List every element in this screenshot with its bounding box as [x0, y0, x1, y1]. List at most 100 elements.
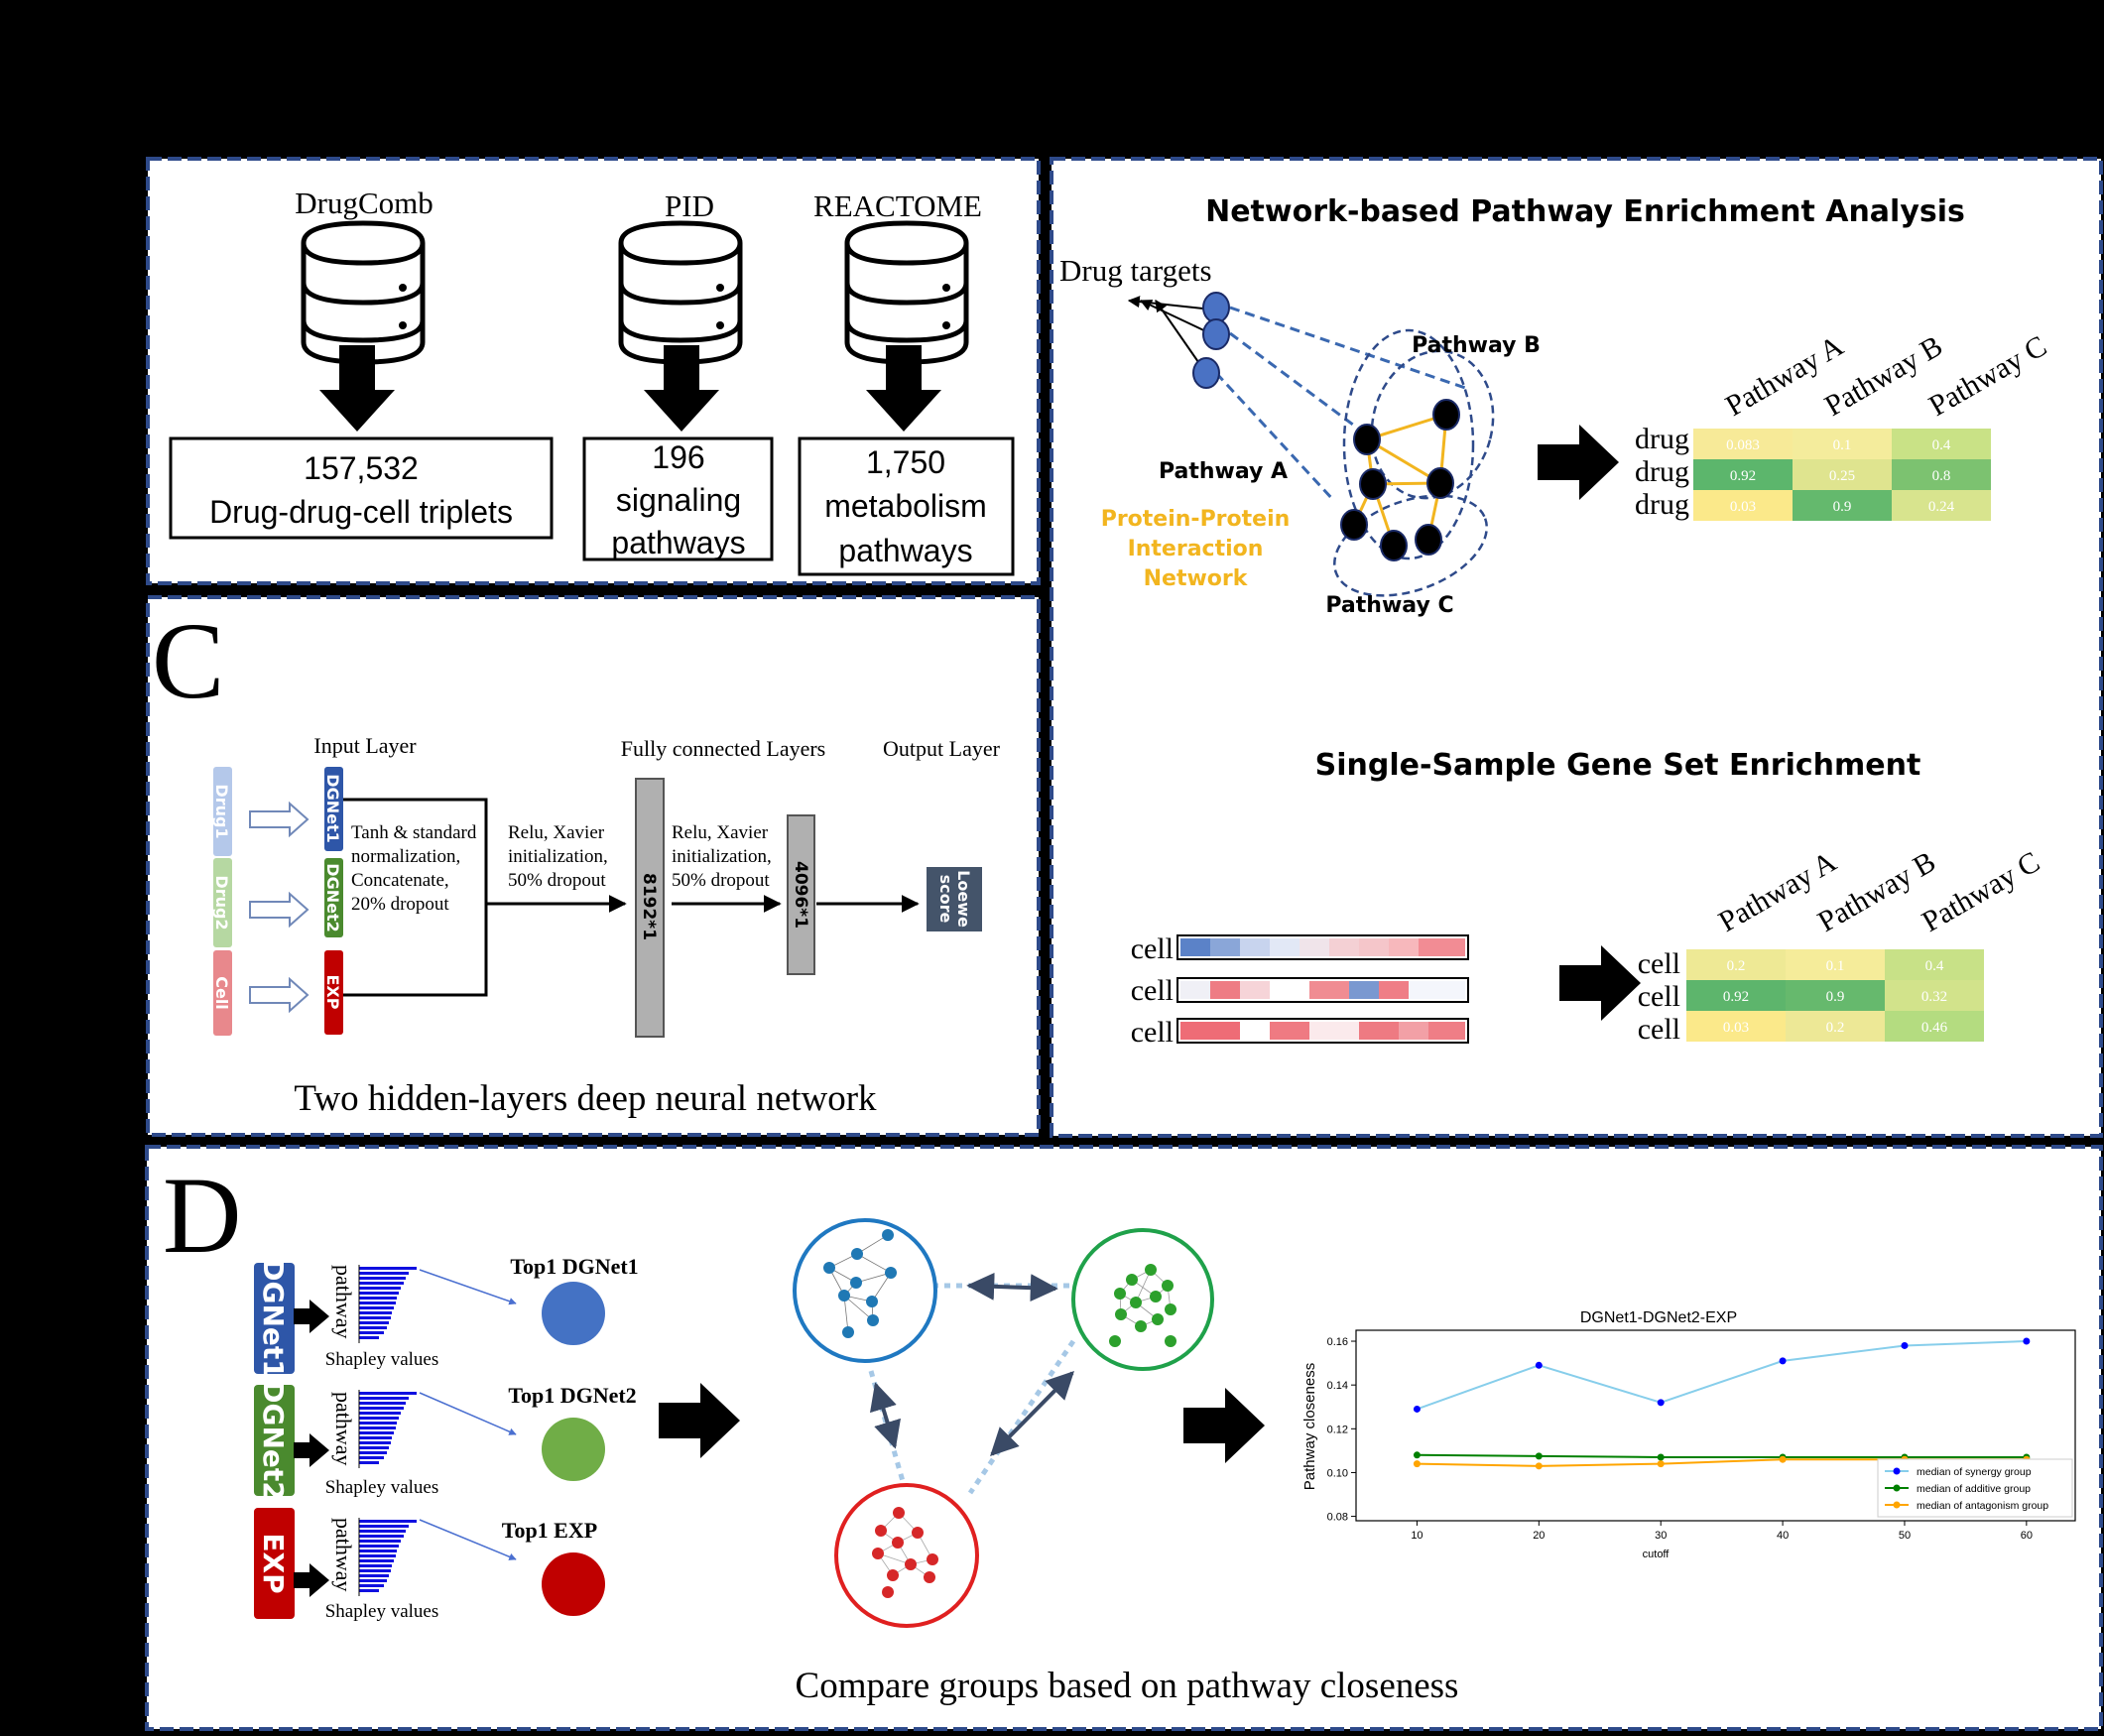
cell-table-cell [1885, 1011, 1984, 1042]
cell-table-value: 0.03 [1723, 1020, 1749, 1036]
drug-table-cell [1892, 429, 1991, 459]
output-node [927, 867, 982, 931]
exp-feature-label: EXP [323, 975, 342, 1010]
drug-table-cell [1892, 490, 1991, 521]
step1-text: Tanh & standard normalization, Concatena… [351, 822, 477, 915]
pid-count-box [582, 436, 774, 561]
svg-text:50% dropout: 50% dropout [672, 870, 770, 891]
drug-table-cell [1693, 459, 1793, 490]
data-point [1535, 1452, 1543, 1460]
drug-targets-label: Drug targets [1059, 253, 1212, 288]
legend-label: median of synergy group [1917, 1466, 2032, 1478]
panel-c-letter: C [152, 600, 224, 721]
y-tick-label: 0.12 [1327, 1424, 1348, 1435]
drug2-input-label: Drug2 [212, 875, 231, 930]
synergy-network-circle [793, 1218, 937, 1363]
cell-table-row-label: cell [1638, 1013, 1680, 1046]
drug-table-value: 0.9 [1833, 499, 1852, 515]
data-point [1535, 1361, 1543, 1369]
cell-table-value: 0.92 [1723, 989, 1749, 1005]
x-tick-label: 10 [1411, 1530, 1423, 1542]
reactome-desc-line1: metabolism [824, 488, 987, 524]
pid-count: 196 [652, 439, 704, 475]
step2-text: Relu, Xavier initialization, 50% dropout [508, 822, 608, 891]
data-point [1779, 1455, 1787, 1463]
y-tick-label: 0.10 [1327, 1467, 1348, 1479]
cell-table-cell [1786, 949, 1885, 980]
data-point [2023, 1337, 2031, 1345]
legend-marker [1893, 1484, 1901, 1492]
reactome-count: 1,750 [866, 444, 945, 480]
dgnet1-arrow [294, 1300, 329, 1333]
input-blocks: Drug1 Drug2 Cell [212, 767, 232, 1036]
dgnet1-x-label: Shapley values [325, 1349, 439, 1370]
svg-text:initialization,: initialization, [672, 846, 772, 867]
chart-points [1413, 1337, 2031, 1470]
dgnet1-label: DGNet1 [257, 1258, 290, 1379]
data-point [1901, 1341, 1909, 1349]
svg-text:initialization,: initialization, [508, 846, 608, 867]
hidden-layer-1-label: 8192*1 [639, 873, 659, 940]
hidden-layer-1 [635, 778, 665, 1038]
output-layer-label: Output Layer [883, 736, 1001, 761]
panel-a: DrugComb PID REACTOME 157,532 Drug-drug-… [146, 157, 1041, 585]
drugcomb-label: DrugComb [295, 186, 433, 220]
ppi-label-line1: Protein-Protein [1101, 507, 1291, 532]
drug-table-cell [1793, 459, 1892, 490]
pathway-b-ellipse [1370, 349, 1495, 500]
x-tick-label: 50 [1899, 1530, 1911, 1542]
reactome-label: REACTOME [813, 188, 982, 223]
dgnet2-x-label: Shapley values [325, 1477, 439, 1498]
pathway-c-label: Pathway C [1325, 593, 1453, 618]
panel-d: D DGNet1 pathway Shapley values Top1 DGN… [145, 1145, 2103, 1731]
svg-text:Relu, Xavier: Relu, Xavier [672, 822, 769, 843]
drug-table-cell [1793, 490, 1892, 521]
fc-layers-label: Fully connected Layers [621, 736, 826, 761]
drug-table-value: 0.4 [1932, 437, 1951, 453]
dgnet2-shapley-bars [359, 1392, 417, 1464]
top1-dgnet1-node [542, 1282, 605, 1345]
data-point [1657, 1399, 1665, 1407]
exp-label: EXP [257, 1533, 290, 1593]
dgnet2-feature-label: DGNet2 [323, 863, 342, 931]
drug-table-cell [1892, 459, 1991, 490]
data-point [1657, 1460, 1665, 1468]
data-point [1779, 1357, 1787, 1365]
chart-y-label: Pathway closeness [1301, 1363, 1318, 1490]
drug-table-cell [1793, 429, 1892, 459]
ppi-label-line3: Network [1144, 566, 1249, 591]
top1-exp-node [542, 1552, 605, 1616]
feature-blocks: DGNet1 DGNet2 EXP [323, 767, 343, 1035]
svg-text:Concatenate,: Concatenate, [351, 870, 449, 891]
drug-table-value: 0.03 [1730, 499, 1756, 515]
data-point [1413, 1405, 1421, 1413]
x-tick-label: 30 [1655, 1530, 1667, 1542]
reactome-desc-line2: pathways [838, 533, 972, 568]
legend-marker [1893, 1467, 1901, 1475]
drug-table-row-label: drug [1635, 488, 1689, 521]
cell-table-value: 0.2 [1727, 958, 1746, 974]
pathway-c-ellipse [1333, 494, 1488, 597]
antagonism-network-circle [834, 1483, 979, 1628]
cell-table-value: 0.1 [1826, 958, 1845, 974]
legend-label: median of antagonism group [1917, 1500, 2048, 1512]
drug-table-value: 0.1 [1833, 437, 1852, 453]
cell-table-value: 0.4 [1925, 958, 1944, 974]
dgnet1-y-label: pathway [331, 1265, 356, 1339]
cell-table-cell [1786, 1011, 1885, 1042]
cell-strip-label: cell [1131, 974, 1174, 1007]
drug-table-cell [1693, 490, 1793, 521]
cell-table-value: 0.9 [1826, 989, 1845, 1005]
drug-target-arrows [1127, 296, 1213, 373]
series-line [1417, 1453, 2027, 1458]
network-connectors [868, 1272, 1076, 1495]
svg-text:20% dropout: 20% dropout [351, 894, 449, 915]
panel-c-caption: Two hidden-layers deep neural network [294, 1078, 877, 1119]
hidden-layer-2 [787, 814, 815, 975]
dgnet2-label: DGNet2 [257, 1380, 290, 1501]
legend-label: median of additive group [1917, 1483, 2031, 1495]
drug-table-cell [1693, 429, 1793, 459]
data-point [1413, 1451, 1421, 1459]
cell-table-cell [1686, 980, 1786, 1011]
